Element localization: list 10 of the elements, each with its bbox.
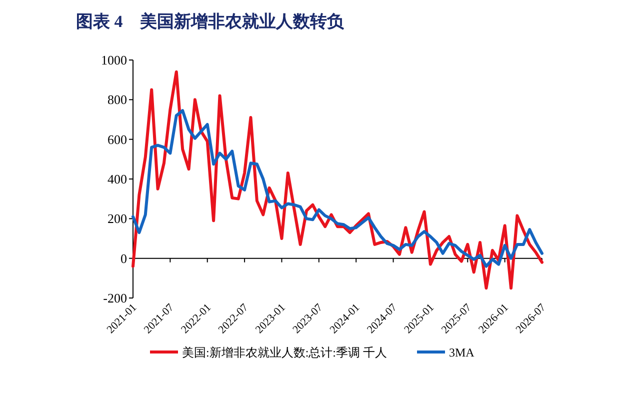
legend-label: 美国:新增非农就业人数:总计:季调 千人 xyxy=(182,346,388,360)
y-tick-label: 1000 xyxy=(101,52,127,68)
y-tick-label: 400 xyxy=(108,172,127,186)
legend-label: 3MA xyxy=(449,346,475,360)
y-tick-label: 600 xyxy=(108,132,127,147)
y-tick-label: 200 xyxy=(108,211,127,226)
chart-title: 图表 4 美国新增非农就业人数转负 xyxy=(76,12,345,31)
y-tick-label: -200 xyxy=(103,290,127,306)
y-tick-label: 800 xyxy=(108,92,127,108)
y-tick-label: 0 xyxy=(120,250,127,266)
